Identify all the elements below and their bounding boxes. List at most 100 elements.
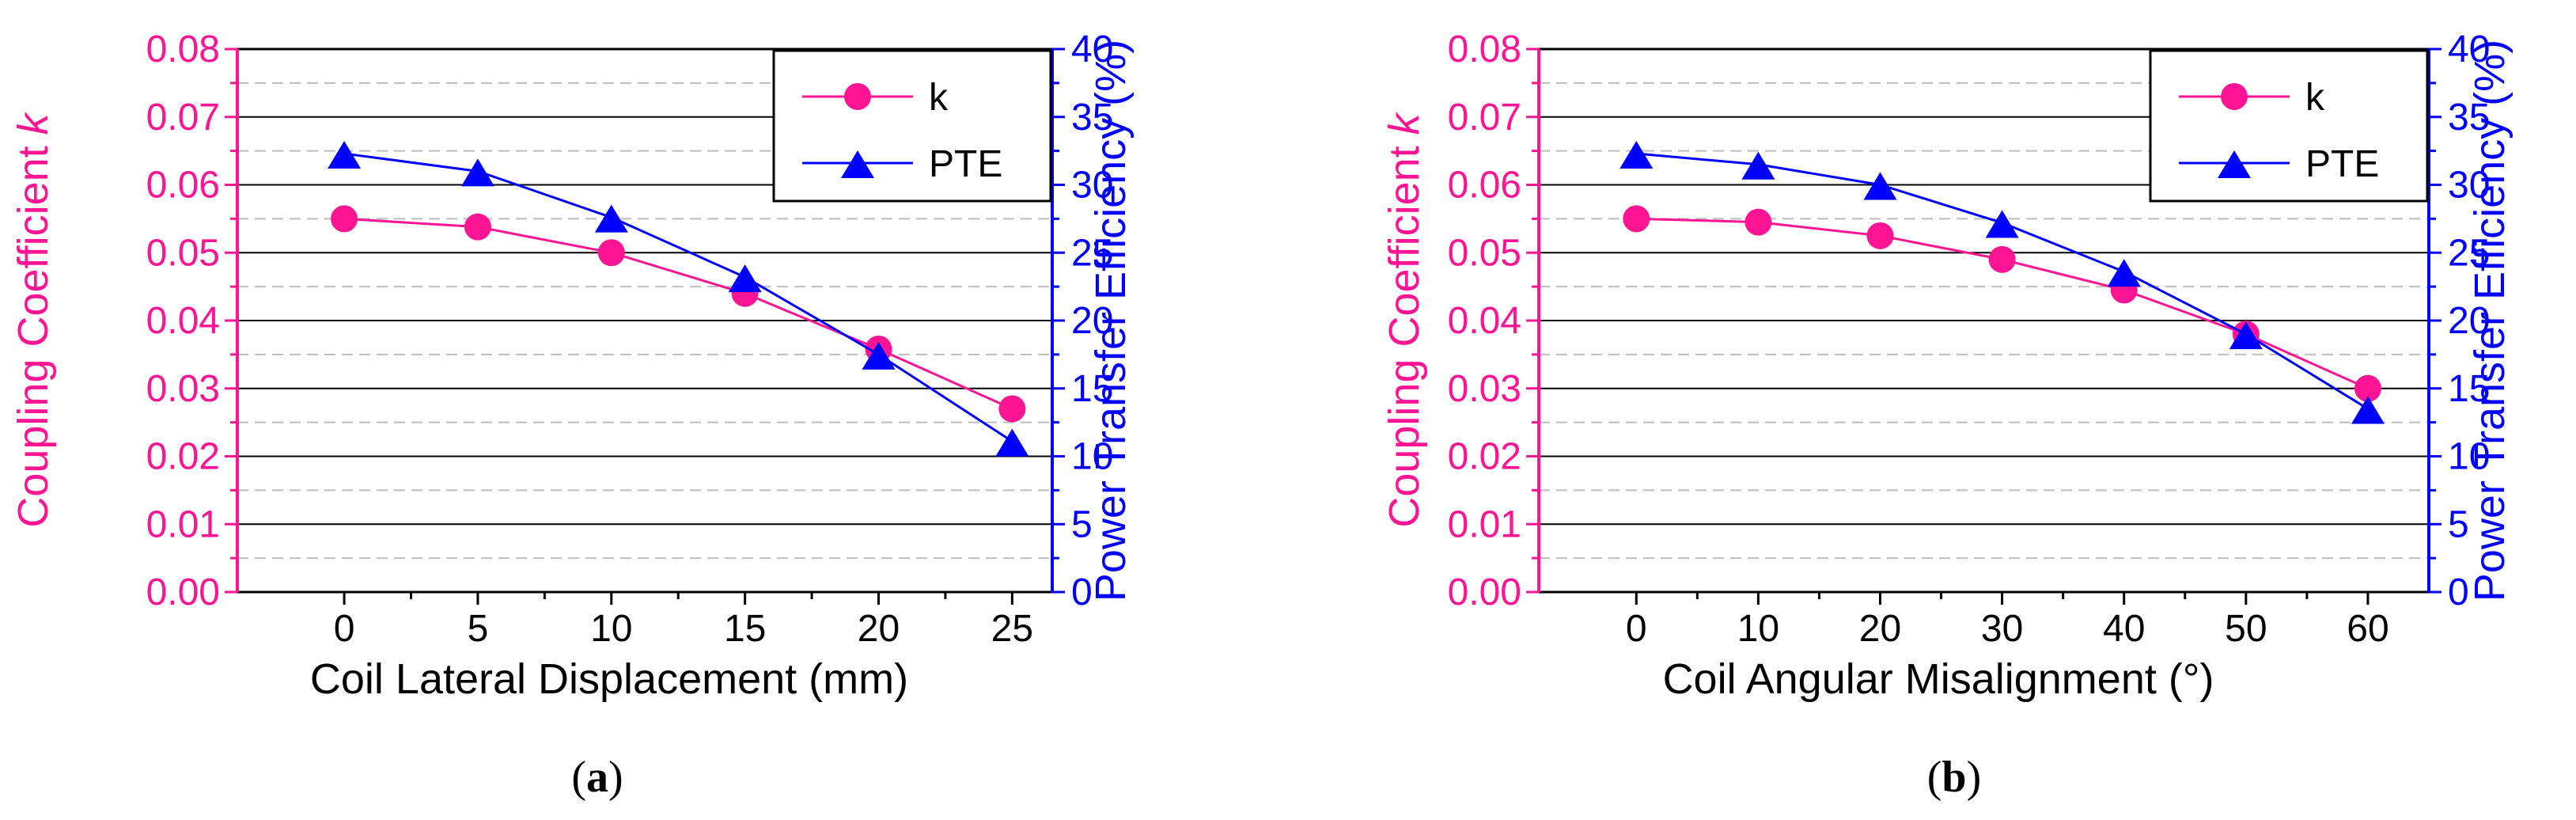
legend-marker-pte xyxy=(841,150,874,178)
right-y-tick-label: 20 xyxy=(1071,300,1113,342)
legend-marker-k xyxy=(2221,83,2248,110)
data-point-pte xyxy=(2351,396,2385,424)
data-point-pte xyxy=(1741,151,1775,180)
left-y-tick-label: 0.03 xyxy=(1448,368,1521,410)
chart-panel-a: 0.00 0.01 0.02 0.03 0.04 0.05 0.06 0.07 0.08 0 5 10… xyxy=(9,28,1135,802)
data-point-k xyxy=(331,205,358,233)
x-tick-label: 10 xyxy=(1737,608,1779,650)
x-tick-label: 20 xyxy=(858,608,900,650)
panel-label-letter: a xyxy=(586,753,608,802)
series-line-k xyxy=(343,217,1013,410)
right-y-tick-label: 10 xyxy=(1071,436,1113,478)
left-y-tick-label: 0.00 xyxy=(146,571,220,613)
right-y-tick-label: 15 xyxy=(2448,368,2490,410)
x-tick-label: 30 xyxy=(1981,608,2023,650)
x-tick-label: 50 xyxy=(2225,608,2267,650)
right-y-axis-title: Power Transfer Efficiency (%) xyxy=(1087,40,1135,602)
data-point-pte xyxy=(594,204,628,233)
left-y-tick-label: 0.04 xyxy=(1448,300,1521,342)
right-y-tick-label: 25 xyxy=(1071,232,1113,274)
right-y-tick-label: 5 xyxy=(2448,503,2469,545)
panel-label-open: ( xyxy=(1927,753,1942,802)
x-tick-label: 5 xyxy=(468,608,489,650)
series-line-pte xyxy=(343,152,1013,442)
left-y-tick-label: 0.07 xyxy=(146,97,220,139)
data-point-pte xyxy=(728,264,762,293)
left-y-tick-label: 0.06 xyxy=(146,165,220,207)
right-y-tick-label: 35 xyxy=(2448,97,2490,139)
left-y-axis-title-symbol: k xyxy=(9,111,57,135)
right-y-tick-label: 35 xyxy=(1071,97,1113,139)
series-pte xyxy=(1619,141,2385,424)
series-pte xyxy=(328,141,1029,457)
left-y-axis: 0.00 0.01 0.02 0.03 0.04 0.05 0.06 0.07 0.08 xyxy=(146,28,237,613)
data-point-k xyxy=(464,213,491,241)
legend-label-pte: PTE xyxy=(2305,143,2379,185)
chart-panel-b: 0.00 0.01 0.02 0.03 0.04 0.05 0.06 0.07 0.08 0 5 10… xyxy=(1381,28,2513,802)
left-y-tick-label: 0.08 xyxy=(146,28,220,70)
data-point-k xyxy=(1744,208,1772,236)
right-y-tick-label: 15 xyxy=(1071,368,1113,410)
left-y-tick-label: 0.05 xyxy=(146,232,220,274)
right-y-tick-label: 40 xyxy=(2448,28,2490,70)
left-y-axis-title-text: Coupling Coefficient xyxy=(1381,146,1428,527)
right-y-axis: 0 5 10 15 20 25 30 35 40 xyxy=(1052,28,1113,613)
right-y-tick-label: 40 xyxy=(1071,28,1113,70)
legend-label-k: k xyxy=(2305,77,2325,119)
right-y-axis: 0 5 10 15 20 25 30 35 40 xyxy=(2429,28,2490,613)
left-y-tick-label: 0.07 xyxy=(1448,97,1521,139)
left-y-tick-label: 0.05 xyxy=(1448,232,1521,274)
x-tick-label: 40 xyxy=(2103,608,2145,650)
right-y-tick-label: 10 xyxy=(2448,436,2490,478)
legend: k PTE xyxy=(772,49,1052,203)
right-y-tick-label: 0 xyxy=(2448,571,2469,613)
left-y-tick-label: 0.03 xyxy=(146,368,220,410)
data-point-k xyxy=(2354,374,2381,402)
right-y-tick-label: 30 xyxy=(1071,165,1113,207)
panel-label: (b) xyxy=(1927,753,1981,802)
panel-label-open: ( xyxy=(571,753,586,802)
x-tick-label: 60 xyxy=(2347,608,2388,650)
x-tick-label: 25 xyxy=(991,608,1033,650)
data-point-pte xyxy=(995,428,1029,457)
left-y-tick-label: 0.00 xyxy=(1448,571,1521,613)
x-tick-label: 20 xyxy=(1859,608,1901,650)
x-tick-label: 15 xyxy=(724,608,766,650)
data-point-k xyxy=(1988,245,2016,273)
legend-marker-k xyxy=(844,83,871,110)
left-y-tick-label: 0.02 xyxy=(1448,436,1521,478)
left-y-axis: 0.00 0.01 0.02 0.03 0.04 0.05 0.06 0.07 0.08 xyxy=(1448,28,1539,613)
legend-box xyxy=(772,49,1052,203)
right-y-tick-label: 20 xyxy=(2448,300,2490,342)
data-point-pte xyxy=(1985,210,2019,238)
right-y-axis-title: Power Transfer Efficiency (%) xyxy=(2466,40,2513,602)
data-point-pte xyxy=(1619,141,1654,169)
left-y-axis-title: Coupling Coefficient k xyxy=(9,111,57,527)
x-axis-title: Coil Angular Misalignment (°) xyxy=(1663,655,2214,703)
data-point-pte xyxy=(460,158,494,187)
series-line-k xyxy=(1636,217,2369,390)
data-point-k xyxy=(1623,205,1650,233)
series-k xyxy=(331,205,1026,423)
data-point-pte xyxy=(1863,172,1897,200)
left-y-tick-label: 0.02 xyxy=(146,436,220,478)
right-y-tick-label: 25 xyxy=(2448,232,2490,274)
panel-label-letter: b xyxy=(1941,753,1966,802)
x-axis: 0 5 10 15 20 25 xyxy=(334,592,1033,650)
gridlines xyxy=(237,82,1052,560)
data-point-pte xyxy=(862,341,896,370)
right-y-tick-label: 5 xyxy=(1071,503,1093,545)
x-tick-label: 0 xyxy=(1626,608,1647,650)
data-point-pte xyxy=(2229,321,2263,350)
data-point-k xyxy=(1866,222,1894,249)
data-point-k xyxy=(998,395,1026,423)
panel-label-close: ) xyxy=(608,753,623,802)
right-y-tick-label: 0 xyxy=(1071,571,1093,613)
left-y-tick-label: 0.06 xyxy=(1448,165,1521,207)
data-point-pte xyxy=(2107,259,2141,287)
legend-box xyxy=(2149,49,2429,203)
legend-label-k: k xyxy=(929,77,949,119)
right-y-tick-label: 30 xyxy=(2448,165,2490,207)
x-tick-label: 0 xyxy=(334,608,355,650)
data-point-k xyxy=(597,239,625,267)
